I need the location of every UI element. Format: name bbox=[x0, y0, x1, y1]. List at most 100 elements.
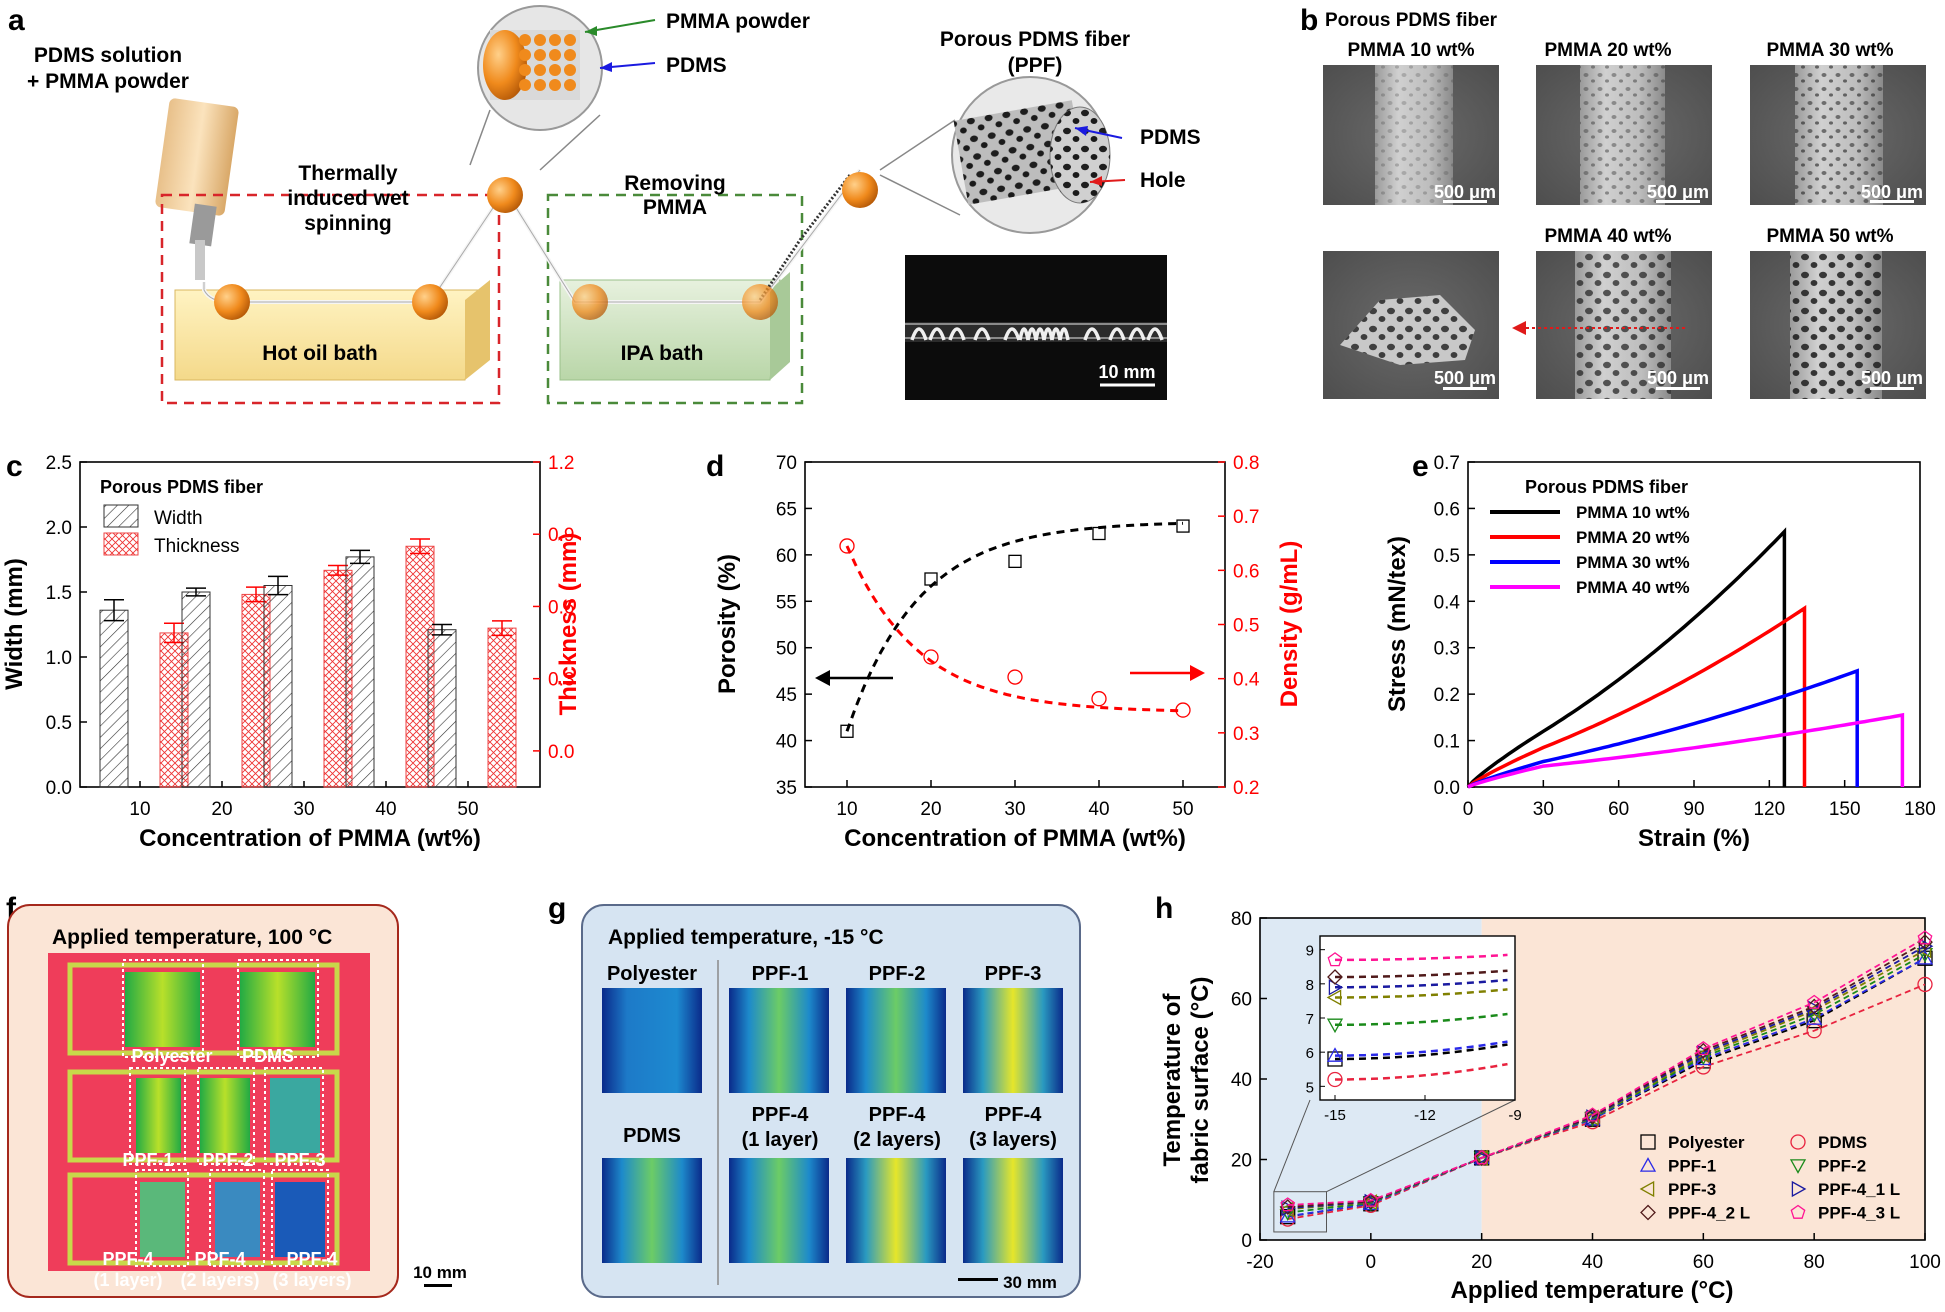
inset-series-line bbox=[1334, 978, 1508, 989]
legend-label-h: Polyester bbox=[1668, 1133, 1745, 1152]
y-tick-label-c: 1.0 bbox=[46, 648, 72, 669]
point-porosity bbox=[840, 724, 854, 738]
y2-tick-label-c: 1.2 bbox=[548, 453, 574, 474]
g-label-ppf4-1: PPF-4 bbox=[752, 1104, 810, 1126]
g-label-ppf4-2: PPF-4 bbox=[869, 1104, 927, 1126]
legend-label-e: PMMA 40 wt% bbox=[1576, 578, 1690, 597]
y-axis-label-h-line2: fabric surface (°C) bbox=[1187, 977, 1214, 1184]
y-tick-label-h: 0 bbox=[1241, 1231, 1252, 1252]
sem-image-40-cross-section bbox=[1323, 251, 1499, 399]
legend-label-h: PPF-3 bbox=[1668, 1180, 1716, 1199]
point-h bbox=[1806, 1010, 1823, 1025]
y-tick-label-d: 70 bbox=[776, 453, 797, 474]
ipa-bath-label: IPA bath bbox=[621, 342, 704, 365]
x-tick-label-h: 100 bbox=[1909, 1252, 1941, 1273]
x-tick-label-d: 30 bbox=[1004, 799, 1025, 820]
y-tick-label-e: 0.4 bbox=[1434, 592, 1461, 613]
y-tick-label-h: 20 bbox=[1231, 1151, 1252, 1172]
x-tick-label-e: 0 bbox=[1463, 799, 1474, 820]
legend-swatch-thickness bbox=[103, 532, 139, 556]
legend-title-c: Porous PDMS fiber bbox=[100, 477, 263, 497]
point-h bbox=[1473, 1149, 1490, 1166]
f-label-ppf4-3: PPF-4 bbox=[286, 1249, 337, 1269]
legend-label-e: PMMA 30 wt% bbox=[1576, 553, 1690, 572]
y2-tick-label-d: 0.7 bbox=[1233, 507, 1259, 528]
panel-b-title: Porous PDMS fiber bbox=[1325, 10, 1498, 31]
panel-g: g Applied temperature, -15 °C Polyester … bbox=[548, 892, 1081, 1298]
x-tick-label-h: 40 bbox=[1582, 1252, 1603, 1273]
point-density bbox=[839, 538, 855, 554]
g-label-polyester: Polyester bbox=[607, 963, 697, 985]
ppf-magnifier bbox=[879, 76, 1111, 234]
sem-image-30 bbox=[1750, 65, 1926, 205]
photo-scale-label: 10 mm bbox=[1098, 362, 1155, 382]
x-tick-label-e: 90 bbox=[1683, 799, 1704, 820]
x-axis-label-h: Applied temperature (°C) bbox=[1451, 1277, 1734, 1304]
ir-samples-hot bbox=[125, 972, 325, 1257]
legend-label-h: PPF-1 bbox=[1668, 1157, 1716, 1176]
chart-d: d 35 40 45 50 55 60 65 70 0.2 0.3 0.4 0.5 0.6 0.7 0.8 10… bbox=[706, 450, 1303, 852]
x-tick-label-h: 60 bbox=[1693, 1252, 1714, 1273]
zoom-line-h bbox=[1326, 1099, 1516, 1193]
legend-label-h: PPF-4_1 L bbox=[1818, 1180, 1900, 1199]
bar-width bbox=[99, 609, 129, 788]
f-layer-1: (1 layer) bbox=[93, 1270, 162, 1290]
y-tick-label-e: 0.1 bbox=[1434, 732, 1460, 753]
point-density bbox=[1175, 702, 1191, 718]
x-tick-label-c: 20 bbox=[211, 799, 232, 820]
legend-label-h: PDMS bbox=[1818, 1133, 1867, 1152]
spin-line3: spinning bbox=[304, 212, 392, 235]
y-axis-label-e: Stress (mN/tex) bbox=[1384, 536, 1411, 712]
point-porosity bbox=[1092, 526, 1106, 541]
x-axis-label-c: Concentration of PMMA (wt%) bbox=[139, 825, 481, 852]
ppf-title-line2: (PPF) bbox=[1008, 54, 1063, 77]
y-tick-label-d: 60 bbox=[776, 546, 797, 567]
point-h bbox=[1280, 1197, 1296, 1212]
removing-zone bbox=[546, 193, 804, 405]
point-h bbox=[1584, 1108, 1601, 1125]
g-label-ppf3: PPF-3 bbox=[985, 963, 1042, 985]
x-tick-label-c: 40 bbox=[375, 799, 396, 820]
y-tick-label-e: 0.2 bbox=[1434, 685, 1460, 706]
inset-x-tick-label: -15 bbox=[1324, 1107, 1346, 1124]
point-h bbox=[1363, 1192, 1379, 1207]
y-tick-label-d: 65 bbox=[776, 499, 797, 520]
inset-y-tick-label: 6 bbox=[1306, 1045, 1314, 1062]
y-tick-label-d: 55 bbox=[776, 592, 797, 613]
y-tick-label-c: 0.5 bbox=[46, 713, 72, 734]
y2-tick-label-d: 0.2 bbox=[1233, 778, 1259, 799]
point-h bbox=[1473, 1151, 1490, 1167]
spinning-zone bbox=[160, 193, 501, 405]
y-tick-label-e: 0.0 bbox=[1434, 778, 1460, 799]
x-tick-label-e: 60 bbox=[1608, 799, 1629, 820]
legend-marker-h bbox=[1789, 1159, 1807, 1174]
x-tick-label-d: 10 bbox=[836, 799, 857, 820]
inputs-line1: PDMS solution bbox=[34, 44, 182, 67]
chart-c: c 0.0 0.5 1.0 1.5 2.0 2.5 0.0 0.3 0.6 0.9 1.2 10 20 30… bbox=[1, 450, 582, 852]
legend-marker-h bbox=[1790, 1134, 1806, 1150]
x-axis-label-d: Concentration of PMMA (wt%) bbox=[844, 825, 1186, 852]
f-layer-2: (2 layers) bbox=[180, 1270, 259, 1290]
remove-line2: PMMA bbox=[643, 196, 707, 219]
legend-title-e: Porous PDMS fiber bbox=[1525, 477, 1688, 497]
sem-scale-4: 500 μm bbox=[1434, 368, 1496, 388]
inset-series-line bbox=[1335, 1043, 1508, 1061]
sem-label-40: PMMA 40 wt% bbox=[1544, 226, 1671, 247]
point-h bbox=[1806, 1008, 1823, 1023]
inset-series-line bbox=[1335, 1012, 1508, 1027]
inset-point bbox=[1326, 1018, 1344, 1034]
panel-g-frame bbox=[581, 904, 1081, 1298]
legend-label-width: Width bbox=[154, 508, 203, 529]
sem-label-50: PMMA 50 wt% bbox=[1766, 226, 1893, 247]
inset-x-tick-label: -12 bbox=[1414, 1107, 1436, 1124]
sem-label-30: PMMA 30 wt% bbox=[1766, 40, 1893, 61]
y2-tick-label-d: 0.4 bbox=[1233, 670, 1260, 691]
y-tick-label-d: 45 bbox=[776, 685, 797, 706]
inset-series-line bbox=[1335, 1062, 1508, 1081]
hot-region-shading bbox=[1481, 918, 1925, 1240]
x-tick-label-c: 30 bbox=[293, 799, 314, 820]
point-porosity bbox=[924, 572, 938, 586]
x-axis-label-e: Strain (%) bbox=[1638, 825, 1750, 852]
y-tick-label-e: 0.5 bbox=[1434, 546, 1460, 567]
